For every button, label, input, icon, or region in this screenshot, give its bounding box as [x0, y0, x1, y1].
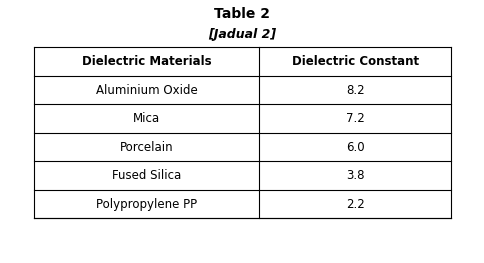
Text: 2.2: 2.2 — [345, 198, 364, 211]
Text: Table 2: Table 2 — [214, 7, 270, 21]
Text: 6.0: 6.0 — [345, 140, 364, 154]
Text: Mica: Mica — [133, 112, 160, 125]
Text: 7.2: 7.2 — [345, 112, 364, 125]
Text: Polypropylene PP: Polypropylene PP — [96, 198, 197, 211]
Text: Fused Silica: Fused Silica — [112, 169, 181, 182]
Text: Aluminium Oxide: Aluminium Oxide — [96, 84, 197, 97]
Text: 8.2: 8.2 — [345, 84, 364, 97]
Text: 3.8: 3.8 — [345, 169, 364, 182]
Text: Dielectric Constant: Dielectric Constant — [291, 55, 418, 68]
Text: [Jadual 2]: [Jadual 2] — [208, 28, 276, 41]
Text: Dielectric Materials: Dielectric Materials — [82, 55, 211, 68]
Text: Porcelain: Porcelain — [120, 140, 173, 154]
